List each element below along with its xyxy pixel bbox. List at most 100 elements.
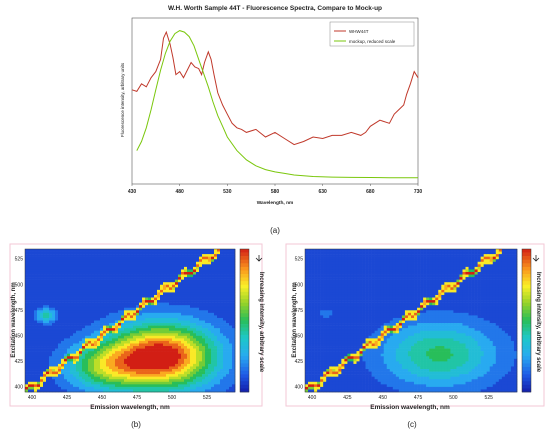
heatmap-cell — [332, 363, 336, 367]
heatmap-cell — [193, 325, 197, 329]
heatmap-cell — [25, 315, 29, 319]
heatmap-cell — [350, 343, 354, 347]
heatmap-cell — [350, 330, 354, 334]
heatmap-cell — [121, 254, 125, 257]
heatmap-cell — [347, 363, 351, 367]
heatmap-cell — [223, 338, 227, 342]
heatmap-cell — [121, 358, 125, 362]
heatmap-cell — [133, 254, 137, 257]
heatmap-cell — [205, 356, 209, 360]
heatmap-cell — [37, 264, 41, 268]
heatmap-cell — [347, 351, 351, 354]
heatmap-cell — [46, 271, 50, 275]
heatmap-cell — [353, 287, 357, 291]
heatmap-cell — [52, 292, 56, 296]
heatmap-cell — [166, 292, 170, 296]
heatmap-cell — [338, 361, 342, 365]
heatmap-cell — [353, 346, 357, 349]
heatmap-cell — [184, 348, 188, 352]
heatmap-cell — [115, 376, 119, 380]
heatmap-cell — [338, 363, 342, 367]
heatmap-cell — [79, 284, 83, 288]
heatmap-cell — [184, 389, 188, 393]
heatmap-cell — [34, 343, 38, 347]
heatmap-cell — [124, 320, 128, 324]
heatmap-cell — [205, 289, 209, 293]
heatmap-cell — [175, 279, 179, 283]
heatmap-cell — [178, 356, 182, 360]
heatmap-cell — [196, 323, 200, 326]
heatmap-cell — [232, 259, 236, 263]
heatmap-cell — [58, 369, 62, 372]
heatmap-cell — [31, 363, 35, 367]
heatmap-cell — [106, 371, 110, 375]
heatmap-cell — [341, 279, 345, 283]
heatmap-cell — [208, 366, 212, 370]
y-tick-label: 400 — [15, 384, 24, 390]
heatmap-cell — [118, 254, 122, 257]
heatmap-cell — [73, 261, 77, 265]
heatmap-cell — [190, 256, 194, 260]
heatmap-cell — [52, 379, 56, 383]
heatmap-cell — [70, 274, 74, 278]
heatmap-cell — [193, 369, 197, 372]
heatmap-cell — [151, 307, 155, 311]
heatmap-cell — [326, 312, 330, 316]
heatmap-cell — [335, 346, 339, 349]
heatmap-cell — [109, 264, 113, 268]
heatmap-cell — [85, 389, 89, 393]
heatmap-cell — [184, 271, 188, 275]
heatmap-cell — [335, 254, 339, 257]
heatmap-cell — [76, 287, 80, 291]
heatmap-cell — [91, 386, 95, 390]
heatmap-cell — [67, 356, 71, 360]
heatmap-cell — [196, 338, 200, 342]
heatmap-cell — [142, 264, 146, 268]
heatmap-cell — [157, 261, 161, 265]
heatmap-cell — [106, 300, 110, 303]
heatmap-cell — [326, 310, 330, 314]
heatmap-cell — [341, 325, 345, 329]
heatmap-cell — [187, 328, 191, 332]
heatmap-cell — [157, 315, 161, 319]
heatmap-cell — [223, 358, 227, 362]
heatmap-cell — [136, 317, 140, 321]
heatmap-cell — [211, 369, 215, 372]
heatmap-cell — [109, 338, 113, 342]
heatmap-cell — [100, 289, 104, 293]
heatmap-cell — [208, 384, 212, 388]
heatmap-cell — [97, 297, 101, 301]
heatmap-cell — [160, 305, 164, 309]
heatmap-cell — [154, 287, 158, 291]
heatmap-cell — [214, 289, 218, 293]
heatmap-cell — [341, 264, 345, 268]
heatmap-cell — [130, 379, 134, 383]
heatmap-cell — [115, 381, 119, 385]
heatmap-cell — [208, 325, 212, 329]
heatmap-cell — [118, 335, 122, 339]
heatmap-cell — [350, 271, 354, 275]
heatmap-cell — [127, 254, 131, 257]
heatmap-cell — [133, 264, 137, 268]
heatmap-cell — [187, 381, 191, 385]
heatmap-cell — [151, 317, 155, 321]
heatmap-cell — [329, 254, 333, 257]
heatmap-cell — [133, 386, 137, 390]
heatmap-cell — [49, 381, 53, 385]
heatmap-cell — [205, 287, 209, 291]
heatmap-cell — [311, 305, 315, 309]
heatmap-cell — [67, 256, 71, 260]
heatmap-cell — [109, 256, 113, 260]
heatmap-cell — [73, 302, 77, 306]
heatmap-cell — [199, 320, 203, 324]
heatmap-cell — [329, 346, 333, 349]
heatmap-cell — [172, 358, 176, 362]
heatmap-cell — [73, 312, 77, 316]
heatmap-cell — [190, 271, 194, 275]
heatmap-cell — [67, 323, 71, 326]
heatmap-cell — [187, 287, 191, 291]
heatmap-cell — [208, 356, 212, 360]
heatmap-cell — [37, 320, 41, 324]
heatmap-cell — [193, 264, 197, 268]
heatmap-cell — [205, 271, 209, 275]
